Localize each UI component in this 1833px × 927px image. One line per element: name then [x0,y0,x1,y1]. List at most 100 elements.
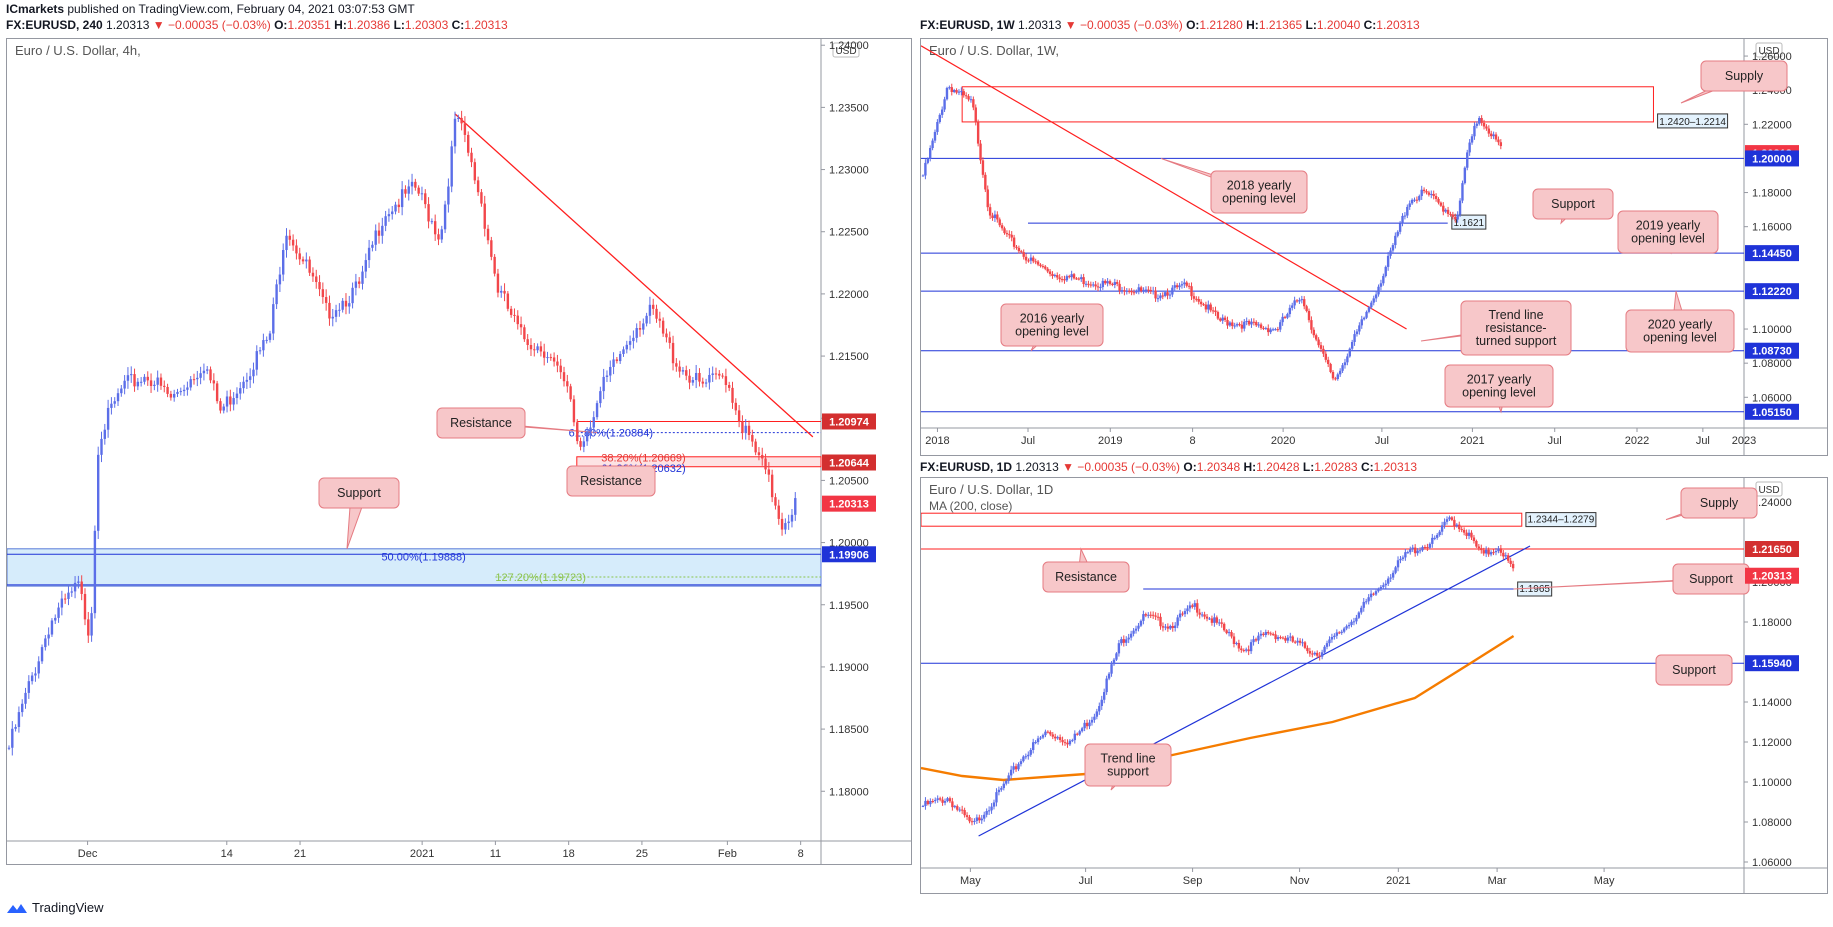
candle-body [126,375,130,381]
callout-text: Support [337,486,381,500]
candle-body [450,146,453,187]
candle-body [80,581,83,594]
candle-body [1365,311,1368,318]
candle-body [1430,193,1433,195]
candle-body [556,361,559,366]
price-label-box [822,495,876,512]
candle-body [1019,761,1023,765]
callout-box [1617,210,1719,254]
candle-body [1347,625,1351,627]
candle-body [1283,316,1287,318]
candle-body [946,798,949,802]
chart-pane-1d[interactable]: Euro / U.S. Dollar, 1D MA (200, close) USD… [920,477,1828,894]
candle-body [467,134,470,153]
chart-1d[interactable]: Euro / U.S. Dollar, 1D MA (200, close) USD… [920,478,1827,893]
candle-body [106,407,110,430]
candle-body [995,792,998,803]
candle-body [410,181,414,187]
candle-body [113,401,116,404]
callout-supply[interactable]: Supply [1665,487,1758,521]
zone-label: 1.2420–1.2214 [1659,117,1726,128]
candle-body [998,219,1001,226]
candle-body [1271,633,1275,635]
chart-pane-1w[interactable]: Euro / U.S. Dollar, 1W,USD1.260001.24000… [920,38,1828,456]
tradingview-brand[interactable]: TradingView [6,900,104,915]
candle-body [1235,642,1238,644]
candle-body [1245,320,1248,322]
low-value: 1.20303 [404,18,449,32]
callout-box [1042,561,1130,593]
candle-body [1223,317,1227,320]
candle-body [747,425,751,435]
callout-support-1[interactable]: Support [1513,563,1750,595]
candle-body [1291,636,1294,642]
x-tick-label: Jul [1021,435,1035,447]
callout-supply[interactable]: Supply [1680,60,1788,104]
candle-body [44,638,47,648]
y-tick-label: 1.12000 [1752,737,1792,749]
candle-body [1497,139,1500,143]
candle-body [988,207,992,216]
candle-body [1401,215,1404,224]
candle-body [1410,199,1414,204]
symbol-line-w1: FX:EURUSD, 1W 1.20313 ▼ −0.00035 (−0.03%… [920,18,1420,32]
candle-body [357,281,361,284]
candle-body [1231,322,1234,326]
callout-resistance[interactable]: Resistance [1042,547,1130,593]
candle-body [708,374,711,383]
candle-body [1073,733,1077,741]
chart-pane-4h[interactable]: Euro / U.S. Dollar, 4h, USD 1.24000 1.23500… [6,38,912,865]
x-tick-label: Jul [1375,435,1389,447]
candle-body [1226,319,1229,326]
candle-body [1190,286,1193,297]
candle-body [984,174,987,190]
candle-body [1322,348,1325,354]
y-tick-label: 1.24000 [829,40,869,52]
candle-body [1350,621,1353,626]
candle-body [777,505,780,519]
candle-body [196,377,199,380]
callout-support-2[interactable]: Support [1655,654,1733,686]
price-label: 1.21650 [1752,544,1792,556]
y-tick-label: 1.08000 [1752,817,1792,829]
price-label-box [1745,342,1799,359]
candle-body [1250,321,1253,325]
candle-body [1044,731,1047,736]
candle-body [182,389,186,392]
x-tick-label: Sep [1183,875,1203,887]
candle-body [1340,631,1343,633]
candle-body [156,377,159,385]
supply-zone [920,512,1523,527]
candle-body [1296,640,1299,643]
candle-body [1358,325,1361,332]
candle-body [1293,300,1296,306]
candle-body [576,422,579,442]
candle-body [1007,775,1010,781]
high-value: 1.21365 [1258,18,1303,32]
candle-body [536,346,539,351]
chart-1w[interactable]: Euro / U.S. Dollar, 1W,USD1.260001.24000… [920,39,1827,455]
candle-body [1127,637,1130,640]
x-tick-label: 2020 [1271,435,1295,447]
candle-body [1374,294,1378,299]
candle-body [232,398,235,405]
callout-support[interactable]: Support [1532,188,1614,225]
callout-resistance-1[interactable]: Resistance [436,407,598,439]
candle-body [1053,275,1057,277]
callout-resistance-2[interactable]: Resistance [566,464,656,497]
callout-support[interactable]: Support [318,477,400,549]
candle-body [116,393,120,402]
candle-body [1220,622,1223,624]
candle-body [1458,524,1461,530]
candle-body [1230,632,1233,637]
candle-body [737,410,741,422]
candle-body [950,87,953,93]
